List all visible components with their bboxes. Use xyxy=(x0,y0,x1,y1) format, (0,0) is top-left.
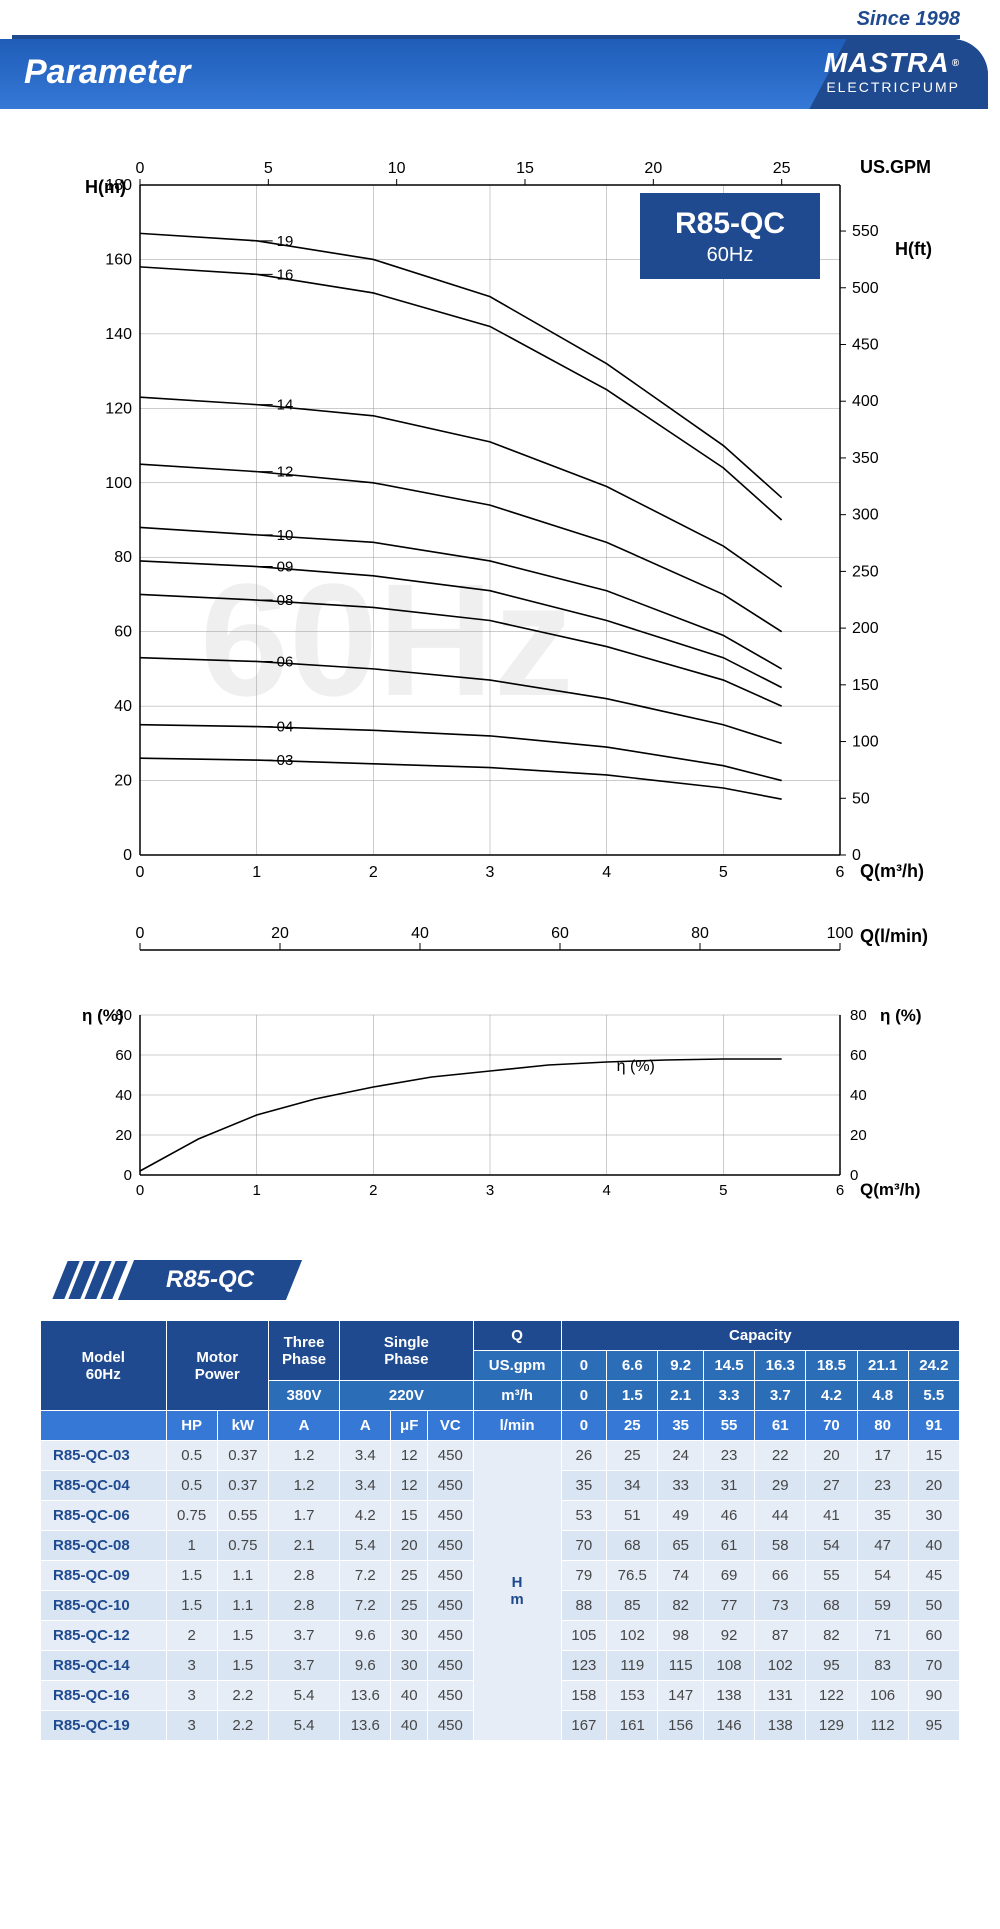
svg-text:0: 0 xyxy=(136,1182,144,1199)
svg-text:η (%): η (%) xyxy=(617,1058,655,1075)
svg-text:2: 2 xyxy=(369,864,378,881)
svg-text:η (%): η (%) xyxy=(880,1006,922,1025)
svg-text:4: 4 xyxy=(602,864,611,881)
svg-text:80: 80 xyxy=(114,549,132,566)
svg-text:0: 0 xyxy=(136,925,145,942)
svg-text:40: 40 xyxy=(850,1087,867,1104)
svg-text:250: 250 xyxy=(852,563,879,580)
svg-text:200: 200 xyxy=(852,620,879,637)
svg-text:1: 1 xyxy=(252,864,261,881)
svg-text:6: 6 xyxy=(836,864,845,881)
svg-text:04: 04 xyxy=(277,719,294,736)
svg-text:400: 400 xyxy=(852,393,879,410)
svg-text:20: 20 xyxy=(114,773,132,790)
svg-text:H(m): H(m) xyxy=(85,177,126,197)
svg-text:4: 4 xyxy=(602,1182,610,1199)
main-chart: 60Hz020406080100120140160180012345605101… xyxy=(0,135,1000,920)
svg-text:06: 06 xyxy=(277,653,294,670)
header-banner: Parameter MASTRA® ELECTRICPUMP xyxy=(0,35,1000,125)
svg-text:09: 09 xyxy=(277,559,294,576)
svg-text:15: 15 xyxy=(516,160,534,177)
svg-text:5: 5 xyxy=(264,160,273,177)
svg-text:20: 20 xyxy=(850,1127,867,1144)
svg-text:10: 10 xyxy=(277,527,294,544)
svg-text:5: 5 xyxy=(719,1182,727,1199)
svg-text:80: 80 xyxy=(850,1007,867,1024)
svg-text:60: 60 xyxy=(114,624,132,641)
model-badge: R85-QC xyxy=(0,1260,1000,1300)
svg-text:40: 40 xyxy=(411,925,429,942)
svg-text:100: 100 xyxy=(852,734,879,751)
svg-text:300: 300 xyxy=(852,507,879,524)
svg-text:US.GPM: US.GPM xyxy=(860,157,931,177)
svg-text:1: 1 xyxy=(252,1182,260,1199)
svg-text:60Hz: 60Hz xyxy=(707,244,754,266)
svg-text:550: 550 xyxy=(852,223,879,240)
svg-text:150: 150 xyxy=(852,677,879,694)
svg-text:Q(m³/h): Q(m³/h) xyxy=(860,861,924,881)
svg-text:0: 0 xyxy=(123,847,132,864)
svg-text:40: 40 xyxy=(115,1087,132,1104)
svg-text:40: 40 xyxy=(114,698,132,715)
svg-text:0: 0 xyxy=(136,864,145,881)
lmin-axis: 0 20 40 60 80 100 Q(l/min) xyxy=(0,920,1000,995)
svg-text:03: 03 xyxy=(277,752,294,769)
svg-text:350: 350 xyxy=(852,450,879,467)
svg-text:19: 19 xyxy=(277,233,294,250)
svg-text:14: 14 xyxy=(277,397,294,414)
svg-text:R85-QC: R85-QC xyxy=(675,207,785,240)
svg-text:0: 0 xyxy=(850,1167,858,1184)
svg-text:50: 50 xyxy=(852,790,870,807)
svg-text:140: 140 xyxy=(105,326,132,343)
svg-text:η (%): η (%) xyxy=(82,1006,124,1025)
svg-text:100: 100 xyxy=(105,475,132,492)
svg-text:450: 450 xyxy=(852,336,879,353)
efficiency-chart: 0020204040606080800123456η (%)η (%)Q(m³/… xyxy=(0,995,1000,1220)
svg-text:25: 25 xyxy=(773,160,791,177)
svg-text:60: 60 xyxy=(551,925,569,942)
svg-text:10: 10 xyxy=(388,160,406,177)
svg-text:Q(m³/h): Q(m³/h) xyxy=(860,1180,920,1199)
svg-text:500: 500 xyxy=(852,280,879,297)
since-label: Since 1998 xyxy=(0,0,1000,35)
brand-block: MASTRA® ELECTRICPUMP xyxy=(824,47,960,95)
svg-text:6: 6 xyxy=(836,1182,844,1199)
svg-text:100: 100 xyxy=(827,925,854,942)
svg-text:H(ft): H(ft) xyxy=(895,239,932,259)
spec-table: Model60HzMotorPowerThreePhaseSinglePhase… xyxy=(0,1320,1000,1781)
svg-text:20: 20 xyxy=(644,160,662,177)
svg-text:60: 60 xyxy=(850,1047,867,1064)
svg-text:20: 20 xyxy=(271,925,289,942)
svg-text:0: 0 xyxy=(124,1167,132,1184)
svg-text:Q(l/min): Q(l/min) xyxy=(860,926,928,946)
svg-text:16: 16 xyxy=(277,266,294,283)
svg-text:20: 20 xyxy=(115,1127,132,1144)
svg-text:5: 5 xyxy=(719,864,728,881)
svg-text:80: 80 xyxy=(691,925,709,942)
svg-text:0: 0 xyxy=(136,160,145,177)
svg-text:160: 160 xyxy=(105,251,132,268)
svg-text:08: 08 xyxy=(277,592,294,609)
svg-text:3: 3 xyxy=(486,864,495,881)
svg-text:3: 3 xyxy=(486,1182,494,1199)
svg-text:120: 120 xyxy=(105,400,132,417)
svg-text:60: 60 xyxy=(115,1047,132,1064)
svg-text:12: 12 xyxy=(277,464,294,481)
svg-text:2: 2 xyxy=(369,1182,377,1199)
